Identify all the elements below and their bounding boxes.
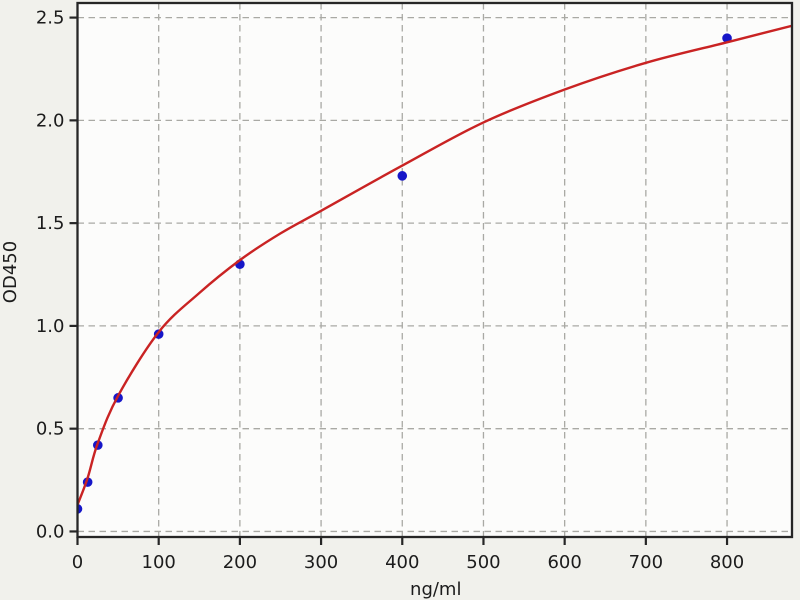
- y-tick-label: 1.0: [36, 316, 65, 337]
- x-axis-label: ng/ml: [410, 579, 461, 600]
- y-tick-label: 0.5: [36, 419, 65, 440]
- y-tick-label: 2.5: [36, 8, 65, 29]
- x-tick-label: 200: [223, 552, 257, 573]
- y-tick-label: 0.0: [36, 521, 65, 542]
- y-tick-label: 2.0: [36, 110, 65, 131]
- x-tick-label: 300: [304, 552, 338, 573]
- data-point: [77, 504, 83, 514]
- axes-spines: [76, 1, 794, 539]
- x-tick-label: 800: [710, 552, 744, 573]
- plot-area: [77, 3, 792, 537]
- y-tick-label: 1.5: [36, 213, 65, 234]
- tick-marks: [69, 16, 729, 545]
- tick-labels: 0 100 200 300 400 500 600 700 800 0.0 0.5 1.0 1.5 2.0…: [36, 8, 744, 573]
- x-tick-label: 0: [72, 552, 83, 573]
- y-axis-label: OD450: [0, 241, 21, 303]
- data-point: [397, 171, 408, 181]
- x-tick-label: 400: [385, 552, 419, 573]
- fit-curve: [77, 24, 792, 506]
- x-tick-label: 700: [629, 552, 663, 573]
- x-tick-label: 600: [547, 552, 581, 573]
- x-tick-label: 500: [466, 552, 500, 573]
- gridlines: [77, 3, 792, 537]
- x-tick-label: 100: [142, 552, 176, 573]
